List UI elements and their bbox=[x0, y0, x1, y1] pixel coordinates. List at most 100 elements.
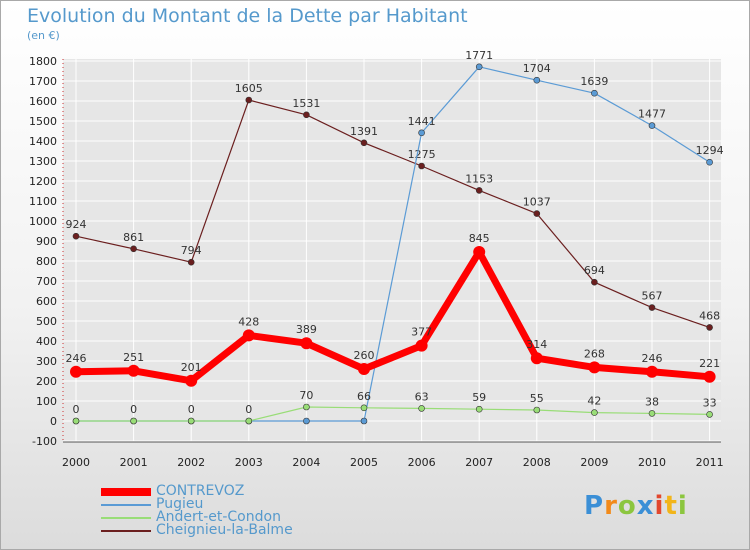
data-label-pugieu: 1441 bbox=[408, 115, 436, 128]
data-label-cheignieu-la-balme: 794 bbox=[181, 244, 202, 257]
y-tick-label: 600 bbox=[36, 295, 57, 308]
data-point-pugieu bbox=[360, 417, 368, 425]
y-tick-label: 900 bbox=[36, 235, 57, 248]
data-point-cheignieu-la-balme bbox=[245, 96, 253, 104]
data-label-andert-et-condon: 0 bbox=[245, 403, 252, 416]
data-label-pugieu: 1704 bbox=[523, 62, 551, 75]
y-tick-label: 700 bbox=[36, 275, 57, 288]
data-label-contrevoz: 377 bbox=[411, 326, 432, 339]
logo-letter: o bbox=[617, 491, 637, 521]
data-label-andert-et-condon: 70 bbox=[299, 389, 313, 402]
data-point-contrevoz bbox=[300, 337, 313, 350]
data-label-andert-et-condon: 55 bbox=[530, 392, 544, 405]
x-tick-label: 2004 bbox=[292, 456, 320, 469]
legend-label-contrevoz: CONTREVOZ bbox=[156, 483, 245, 499]
data-label-cheignieu-la-balme: 1153 bbox=[465, 172, 493, 185]
data-point-contrevoz bbox=[473, 246, 486, 258]
data-label-cheignieu-la-balme: 468 bbox=[699, 309, 720, 322]
x-tick-label: 2011 bbox=[696, 456, 724, 469]
x-tick-label: 2008 bbox=[523, 456, 551, 469]
x-tick-label: 2003 bbox=[235, 456, 263, 469]
data-point-pugieu bbox=[706, 158, 713, 166]
y-tick-label: 300 bbox=[36, 355, 57, 368]
data-label-pugieu: 1639 bbox=[580, 75, 608, 88]
logo-letter: P bbox=[584, 491, 605, 521]
data-point-cheignieu-la-balme bbox=[130, 245, 137, 253]
data-point-cheignieu-la-balme bbox=[475, 187, 483, 194]
data-point-pugieu bbox=[303, 417, 310, 425]
data-point-andert-et-condon bbox=[72, 417, 80, 425]
data-point-cheignieu-la-balme bbox=[648, 304, 656, 311]
data-label-cheignieu-la-balme: 694 bbox=[584, 264, 605, 277]
data-label-cheignieu-la-balme: 1275 bbox=[408, 148, 436, 161]
legend-label-andert: Andert-et-Condon bbox=[156, 509, 281, 525]
data-point-cheignieu-la-balme bbox=[418, 162, 425, 170]
data-label-cheignieu-la-balme: 567 bbox=[642, 290, 663, 303]
data-label-cheignieu-la-balme: 1037 bbox=[523, 196, 551, 209]
data-point-pugieu bbox=[533, 76, 541, 84]
x-tick-label: 2002 bbox=[177, 456, 205, 469]
data-label-contrevoz: 428 bbox=[238, 315, 259, 328]
series-line-cheignieu-la-balme bbox=[75, 99, 710, 328]
data-label-andert-et-condon: 0 bbox=[188, 403, 195, 416]
data-point-pugieu bbox=[475, 63, 483, 71]
y-tick-label: 1800 bbox=[29, 55, 57, 68]
logo-letter: i bbox=[677, 491, 688, 521]
legend-swatch-pugieu bbox=[101, 504, 151, 506]
data-point-cheignieu-la-balme bbox=[591, 278, 598, 286]
y-tick-label: 1600 bbox=[29, 95, 57, 108]
data-point-contrevoz bbox=[358, 363, 370, 375]
logo-letter: t bbox=[664, 491, 678, 521]
data-point-andert-et-condon bbox=[360, 404, 368, 412]
logo-letter: x bbox=[636, 491, 655, 521]
data-label-andert-et-condon: 0 bbox=[73, 403, 80, 416]
data-label-contrevoz: 246 bbox=[642, 352, 663, 365]
y-tick-label: 800 bbox=[36, 255, 57, 268]
data-label-contrevoz: 221 bbox=[699, 357, 720, 370]
data-point-andert-et-condon bbox=[475, 405, 483, 413]
y-tick-label: 1000 bbox=[29, 215, 57, 228]
data-point-contrevoz bbox=[415, 339, 428, 352]
data-point-pugieu bbox=[648, 122, 656, 129]
x-tick-label: 2001 bbox=[120, 456, 148, 469]
data-label-cheignieu-la-balme: 924 bbox=[66, 218, 87, 231]
data-point-cheignieu-la-balme bbox=[533, 210, 541, 217]
x-tick-label: 2010 bbox=[638, 456, 666, 469]
data-point-contrevoz bbox=[588, 361, 601, 374]
y-tick-label: 0 bbox=[50, 415, 57, 428]
data-point-andert-et-condon bbox=[418, 405, 425, 412]
data-label-andert-et-condon: 42 bbox=[587, 395, 601, 408]
y-tick-label: -100 bbox=[32, 435, 57, 448]
legend-swatch-contrevoz bbox=[101, 488, 151, 496]
data-point-contrevoz bbox=[242, 329, 255, 342]
data-label-andert-et-condon: 66 bbox=[357, 390, 371, 403]
data-point-pugieu bbox=[591, 89, 598, 97]
data-point-contrevoz bbox=[530, 352, 543, 365]
data-label-andert-et-condon: 0 bbox=[130, 403, 137, 416]
data-label-pugieu: 1294 bbox=[696, 144, 724, 157]
data-point-andert-et-condon bbox=[245, 417, 253, 425]
legend-swatch-andert bbox=[101, 517, 151, 519]
data-label-cheignieu-la-balme: 1605 bbox=[235, 82, 263, 95]
data-point-andert-et-condon bbox=[648, 410, 656, 417]
data-point-cheignieu-la-balme bbox=[187, 258, 195, 266]
y-tick-label: 1400 bbox=[29, 135, 57, 148]
data-label-contrevoz: 260 bbox=[354, 349, 375, 362]
data-point-contrevoz bbox=[70, 365, 82, 378]
data-label-cheignieu-la-balme: 1391 bbox=[350, 125, 378, 138]
series-line-andert-et-condon bbox=[76, 406, 710, 422]
x-tick-label: 2000 bbox=[62, 456, 90, 469]
data-point-andert-et-condon bbox=[303, 403, 310, 411]
data-point-cheignieu-la-balme bbox=[706, 324, 713, 331]
data-point-contrevoz bbox=[646, 365, 658, 378]
data-point-andert-et-condon bbox=[187, 417, 195, 425]
logo-letter: i bbox=[654, 491, 665, 521]
chart-title: Evolution du Montant de la Dette par Hab… bbox=[27, 5, 468, 27]
data-point-andert-et-condon bbox=[591, 409, 598, 416]
data-point-cheignieu-la-balme bbox=[303, 111, 310, 119]
data-label-andert-et-condon: 59 bbox=[472, 391, 486, 404]
logo-letter: r bbox=[604, 491, 618, 521]
data-point-andert-et-condon bbox=[706, 411, 713, 418]
